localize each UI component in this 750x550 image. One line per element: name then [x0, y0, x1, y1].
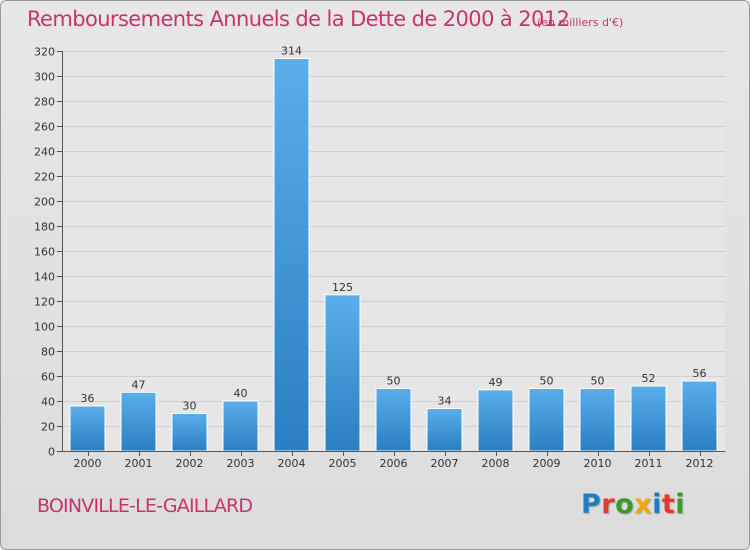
chart-title: Remboursements Annuels de la Dette de 20… [27, 7, 570, 31]
y-tick-label: 20 [41, 421, 55, 434]
x-tick-label-2005: 2005 [329, 457, 357, 470]
logo-letter: P [581, 489, 602, 520]
logo-letter: o [615, 489, 635, 520]
x-tick-label-2006: 2006 [380, 457, 408, 470]
bar-2011 [630, 385, 667, 452]
y-tick-label: 200 [34, 196, 55, 209]
y-axis: 0 20 40 60 80 100 120 140 160 180 200 220 240 260 280 3… [34, 46, 62, 459]
proxiti-logo[interactable]: Proxiti [581, 489, 685, 520]
y-tick-label: 320 [34, 46, 55, 59]
bar-2000 [69, 405, 106, 452]
y-tick-label: 40 [41, 396, 55, 409]
bar-2003 [222, 400, 259, 452]
value-label-2009: 50 [540, 375, 554, 388]
bar-2006 [375, 388, 412, 452]
y-tick-label: 220 [34, 171, 55, 184]
x-tick-label-2002: 2002 [176, 457, 204, 470]
bars: 36 47 30 40 314 125 50 34 49 50 50 52 56 [69, 45, 718, 452]
logo-letter: x [634, 489, 653, 520]
x-tick-label-2008: 2008 [482, 457, 510, 470]
y-tick-label: 80 [41, 346, 55, 359]
y-tick-label: 300 [34, 71, 55, 84]
chart-unit: (en milliers d'€) [537, 16, 624, 29]
x-tick-label-2011: 2011 [635, 457, 663, 470]
value-label-2006: 50 [387, 375, 401, 388]
y-tick-label: 120 [34, 296, 55, 309]
value-label-2005: 125 [332, 281, 353, 294]
y-tick-label: 0 [48, 446, 55, 459]
logo-letter: i [675, 489, 686, 520]
logo-letter: t [661, 489, 676, 520]
x-tick-label-2003: 2003 [227, 457, 255, 470]
x-tick-label-2012: 2012 [686, 457, 714, 470]
bar-2012 [681, 380, 718, 452]
y-tick-label: 140 [34, 271, 55, 284]
y-tick-label: 60 [41, 371, 55, 384]
x-axis: 2000 2001 2002 2003 2004 2005 2006 2007 2008 2009… [74, 451, 714, 470]
y-tick-label: 160 [34, 246, 55, 259]
value-label-2001: 47 [132, 378, 146, 391]
logo-letter: r [601, 489, 616, 520]
x-tick-label-2007: 2007 [431, 457, 459, 470]
y-tick-label: 180 [34, 221, 55, 234]
bar-2010 [579, 388, 616, 452]
bar-2002 [171, 413, 208, 452]
y-tick-label: 280 [34, 96, 55, 109]
x-tick-label-2009: 2009 [533, 457, 561, 470]
value-label-2008: 49 [489, 376, 503, 389]
y-tick-label: 260 [34, 121, 55, 134]
value-label-2012: 56 [693, 367, 707, 380]
value-label-2003: 40 [234, 387, 248, 400]
bar-2007 [426, 408, 463, 452]
value-label-2004: 314 [281, 45, 302, 58]
bar-2004 [273, 58, 310, 452]
logo-letter: i [652, 489, 662, 520]
value-label-2010: 50 [591, 375, 605, 388]
x-tick-label-2000: 2000 [74, 457, 102, 470]
y-tick-label: 240 [34, 146, 55, 159]
value-label-2007: 34 [438, 395, 452, 408]
value-label-2000: 36 [81, 392, 95, 405]
bar-2001 [120, 391, 157, 452]
value-label-2002: 30 [183, 400, 197, 413]
bar-2008 [477, 389, 514, 452]
x-tick-label-2010: 2010 [584, 457, 612, 470]
value-label-2011: 52 [642, 372, 656, 385]
grid-lines [62, 51, 725, 427]
bar-2005 [324, 294, 361, 452]
town-name: BOINVILLE-LE-GAILLARD [37, 495, 253, 517]
bar-2009 [528, 388, 565, 452]
x-tick-label-2004: 2004 [278, 457, 306, 470]
x-tick-label-2001: 2001 [125, 457, 153, 470]
y-tick-label: 100 [34, 321, 55, 334]
